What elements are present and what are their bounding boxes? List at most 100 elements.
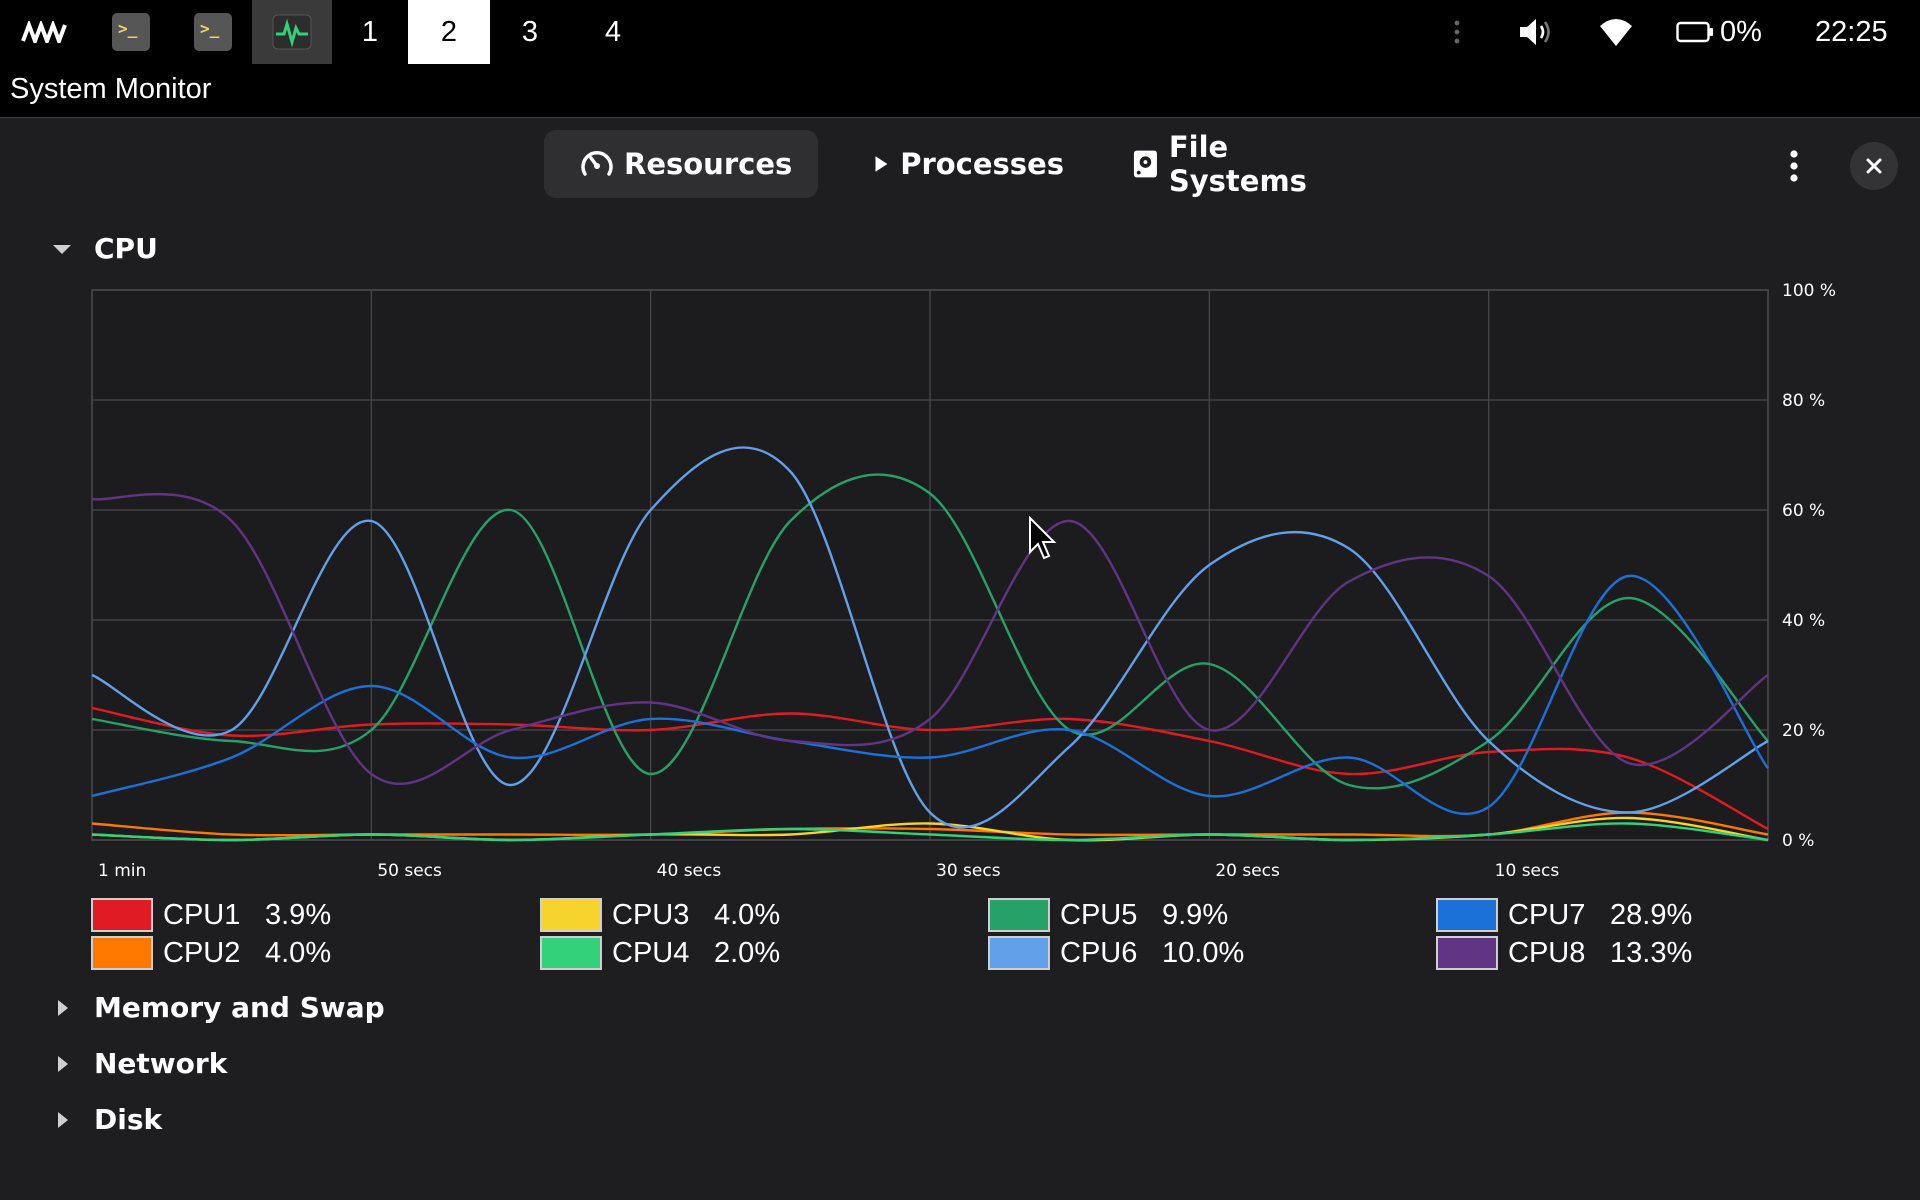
series-line-cpu6: [91, 446, 1769, 829]
legend-swatch: [1436, 936, 1498, 970]
battery-percent: 0%: [1720, 15, 1762, 48]
tab-file-systems-label: File Systems: [1168, 130, 1307, 198]
legend-value: 10.0%: [1162, 936, 1245, 969]
x-tick-label: 10 secs: [1495, 861, 1560, 880]
y-tick-label: 20 %: [1782, 721, 1825, 741]
disk-section-title: Disk: [94, 1103, 163, 1136]
disk-icon: [1133, 150, 1157, 178]
system-monitor-app-icon[interactable]: [252, 0, 332, 64]
y-tick-label: 60 %: [1782, 501, 1825, 521]
workspace-2-button[interactable]: 2: [408, 0, 490, 64]
battery-indicator[interactable]: 0%: [1676, 0, 1762, 64]
y-tick-label: 80 %: [1782, 391, 1825, 411]
legend-name: CPU1: [163, 898, 241, 931]
x-tick-label: 20 secs: [1215, 861, 1280, 880]
gauge-icon: [581, 151, 613, 176]
series-line-cpu1: [91, 706, 1769, 831]
legend-item-cpu4[interactable]: CPU4 2.0%: [540, 936, 780, 970]
disk-section-header[interactable]: Disk: [52, 1103, 162, 1136]
x-tick-label: 40 secs: [657, 861, 722, 880]
volume-icon[interactable]: [1518, 0, 1558, 64]
window-title-bar: System Monitor: [0, 64, 1920, 118]
legend-swatch: [988, 936, 1050, 970]
tab-processes[interactable]: Processes: [836, 130, 1082, 198]
tab-processes-label: Processes: [900, 147, 1064, 181]
network-section-header[interactable]: Network: [52, 1047, 227, 1080]
close-window-button[interactable]: [1850, 142, 1898, 190]
workspace-1-label: 1: [361, 15, 379, 48]
cpu-history-chart: 100 % 80 % 60 % 40 % 20 % 0 % 1 min 50 secs 40 s…: [91, 281, 1836, 880]
tray-overflow-icon[interactable]: [1452, 0, 1462, 64]
legend-name: CPU7: [1508, 898, 1586, 931]
chevron-right-icon: [58, 1111, 68, 1128]
workspace-4-label: 4: [604, 15, 622, 48]
legend-value: 3.9%: [265, 898, 332, 931]
legend-name: CPU5: [1060, 898, 1138, 931]
x-tick-label: 50 secs: [377, 861, 442, 880]
legend-swatch: [91, 898, 153, 932]
legend-name: CPU6: [1060, 936, 1138, 969]
cpu-section-header[interactable]: CPU: [52, 232, 158, 265]
series-line-cpu7: [91, 574, 1769, 816]
legend-swatch: [540, 936, 602, 970]
terminal-app-icon[interactable]: >_: [106, 0, 156, 64]
y-tick-label: 40 %: [1782, 611, 1825, 631]
legend-name: CPU4: [612, 936, 690, 969]
legend-value: 4.0%: [714, 898, 781, 931]
legend-item-cpu3[interactable]: CPU3 4.0%: [540, 898, 780, 932]
chevron-right-icon: [58, 999, 68, 1016]
clock-text: 22:25: [1815, 15, 1888, 48]
system-top-bar: >_ >_ 1 2 3 4: [0, 0, 1920, 64]
chevron-right-icon: [58, 1055, 68, 1072]
legend-name: CPU2: [163, 936, 241, 969]
battery-icon: [1676, 21, 1713, 43]
legend-value: 4.0%: [265, 936, 332, 969]
legend-item-cpu6[interactable]: CPU6 10.0%: [988, 936, 1244, 970]
terminal-app-icon-2[interactable]: >_: [188, 0, 238, 64]
legend-value: 13.3%: [1610, 936, 1693, 969]
y-tick-label: 0 %: [1782, 831, 1814, 851]
legend-swatch: [988, 898, 1050, 932]
workspace-3-button[interactable]: 3: [500, 0, 560, 64]
kebab-menu-icon: [1790, 150, 1798, 182]
window-title: System Monitor: [10, 73, 212, 105]
legend-item-cpu7[interactable]: CPU7 28.9%: [1436, 898, 1692, 932]
workspace-2-label: 2: [440, 15, 458, 48]
legend-value: 2.0%: [714, 936, 781, 969]
legend-item-cpu2[interactable]: CPU2 4.0%: [91, 936, 331, 970]
legend-item-cpu1[interactable]: CPU1 3.9%: [91, 898, 331, 932]
tab-file-systems[interactable]: File Systems: [1096, 130, 1386, 198]
header-bar: Resources Processes File Systems: [0, 118, 1920, 210]
legend-item-cpu8[interactable]: CPU8 13.3%: [1436, 936, 1692, 970]
x-tick-label: 1 min: [98, 861, 146, 880]
mouse-pointer-icon: [1029, 516, 1057, 560]
close-icon: [1866, 158, 1882, 174]
legend-value: 9.9%: [1162, 898, 1229, 931]
legend-swatch: [540, 898, 602, 932]
workspace-4-button[interactable]: 4: [583, 0, 643, 64]
legend-value: 28.9%: [1610, 898, 1693, 931]
network-section-title: Network: [94, 1047, 228, 1080]
series-line-cpu4: [91, 822, 1769, 842]
legend-item-cpu5[interactable]: CPU5 9.9%: [988, 898, 1228, 932]
tab-resources[interactable]: Resources: [544, 130, 818, 198]
workspace-3-label: 3: [521, 15, 539, 48]
play-icon: [875, 156, 888, 172]
workspace-1-button[interactable]: 1: [340, 0, 400, 64]
y-tick-label: 100 %: [1782, 281, 1836, 301]
clock[interactable]: 22:25: [1815, 0, 1888, 64]
memory-section-header[interactable]: Memory and Swap: [52, 991, 385, 1024]
chevron-down-icon: [53, 244, 71, 254]
wifi-icon[interactable]: [1598, 0, 1634, 64]
launcher-logo-icon[interactable]: [14, 0, 74, 64]
series-line-cpu8: [91, 492, 1769, 786]
tab-resources-label: Resources: [624, 147, 793, 181]
legend-swatch: [91, 936, 153, 970]
legend-name: CPU3: [612, 898, 690, 931]
legend-swatch: [1436, 898, 1498, 932]
main-menu-button[interactable]: [1770, 142, 1818, 190]
legend-name: CPU8: [1508, 936, 1586, 969]
memory-section-title: Memory and Swap: [94, 991, 385, 1024]
cpu-section-title: CPU: [94, 232, 158, 265]
x-tick-label: 30 secs: [936, 861, 1001, 880]
